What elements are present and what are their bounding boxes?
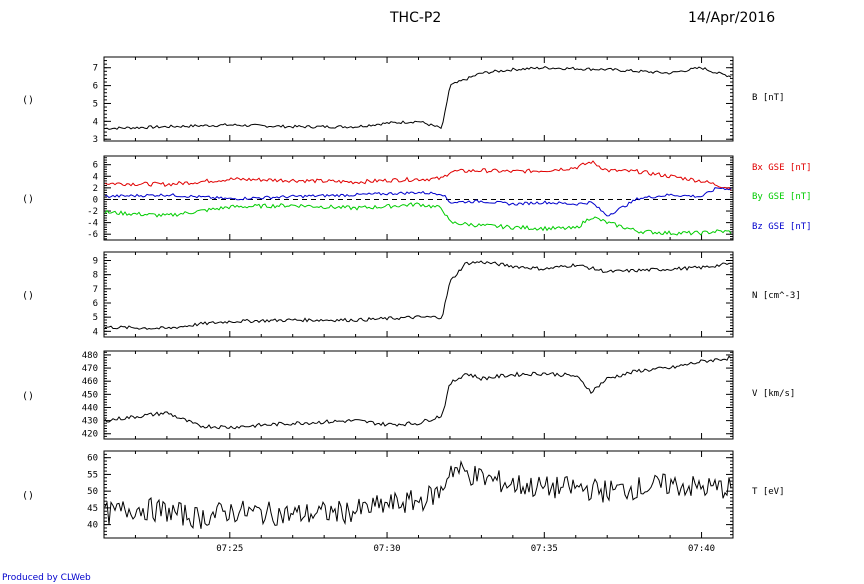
y-tick-label: 7: [93, 64, 98, 74]
y-tick-label: 430: [82, 417, 98, 427]
chart-date: 14/Apr/2016: [688, 10, 776, 26]
series-line-1: [104, 66, 732, 130]
series-label: Bz GSE [nT]: [752, 222, 812, 232]
y-tick-label: 4: [93, 327, 98, 337]
panel-side-label: (): [22, 194, 34, 205]
series-line-1: [104, 460, 732, 530]
y-tick-label: 7: [93, 285, 98, 295]
y-tick-label: 55: [87, 470, 98, 480]
x-tick-label: 07:25: [216, 544, 243, 554]
y-tick-label: 460: [82, 377, 98, 387]
y-tick-label: 480: [82, 351, 98, 361]
panel-2: () -6-4 -2 02 46 Bx GSE [nT] By GSE [nT] Bz GSE…: [22, 155, 812, 241]
x-tick-label: 07:30: [374, 544, 401, 554]
panel-side-label: (): [22, 95, 34, 106]
panel-1: () 3 4 5 6 7 B [nT]: [22, 56, 785, 145]
y-tick-label: -6: [87, 230, 98, 240]
y-tick-label: 440: [82, 403, 98, 413]
y-tick-label: 8: [93, 271, 98, 281]
panel-5: () 40 45 50 55 60 T [eV]: [22, 450, 785, 539]
panel-frame: [103, 56, 734, 142]
y-tick-label: 4: [93, 172, 98, 182]
series-label: T [eV]: [752, 487, 785, 497]
y-tick-label: 6: [93, 161, 98, 171]
y-tick-label: 2: [93, 184, 98, 194]
y-tick-label: 0: [93, 195, 98, 205]
x-tick-label: 07:40: [688, 544, 715, 554]
y-tick-label: 9: [93, 257, 98, 267]
series-label: N [cm^-3]: [752, 291, 801, 301]
y-tick-label: 450: [82, 390, 98, 400]
series-label: B [nT]: [752, 93, 785, 103]
panel-side-label: (): [22, 391, 34, 402]
chart-title: THC-P2: [390, 10, 442, 26]
y-tick-label: 4: [93, 117, 98, 127]
panel-4: () 420 430 440 450 460 470 480 V [km/s]: [22, 350, 795, 440]
y-tick-label: 6: [93, 82, 98, 92]
panel-side-label: (): [22, 491, 34, 502]
x-tick-label: 07:35: [531, 544, 558, 554]
footer-credit: Produced by CLWeb: [2, 573, 91, 583]
y-tick-label: 5: [93, 313, 98, 323]
y-tick-label: 40: [87, 521, 98, 531]
y-tick-label: 6: [93, 299, 98, 309]
series-label: V [km/s]: [752, 389, 795, 399]
panel-frame: [103, 155, 734, 241]
series-line-2: [104, 202, 732, 236]
series-line-1: [104, 160, 732, 191]
y-tick-label: 420: [82, 430, 98, 440]
y-tick-label: 5: [93, 99, 98, 109]
y-tick-label: 470: [82, 364, 98, 374]
series-line-1: [104, 260, 732, 330]
y-tick-label: 50: [87, 487, 98, 497]
y-tick-label: 3: [93, 135, 98, 145]
y-tick-label: 60: [87, 454, 98, 464]
y-tick-label: -4: [87, 219, 98, 229]
series-label: Bx GSE [nT]: [752, 163, 812, 173]
series-line-3: [105, 187, 732, 217]
series-line-1: [104, 355, 732, 430]
panel-side-label: (): [22, 291, 34, 302]
y-tick-label: -2: [87, 207, 98, 217]
panel-frame: [103, 450, 734, 539]
y-tick-label: 45: [87, 504, 98, 514]
series-label: By GSE [nT]: [752, 192, 812, 202]
panel-frame: [103, 350, 734, 440]
panel-3: () 4 5 6 7 8 9 N [cm^-3]: [22, 251, 801, 338]
